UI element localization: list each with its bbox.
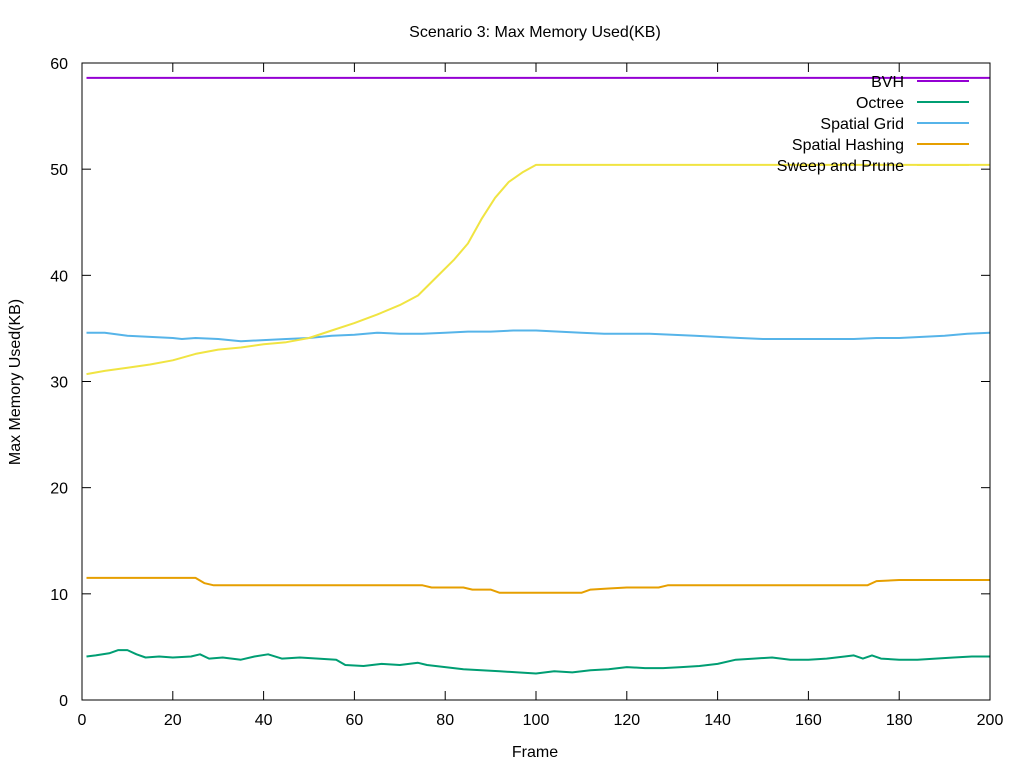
- plot-frame: [81, 62, 991, 701]
- x-tick-label: 40: [255, 712, 273, 729]
- series-line-octree: [86, 649, 990, 675]
- legend-label-sweep-and-prune: Sweep and Prune: [777, 158, 904, 175]
- x-tick-label: 100: [523, 712, 550, 729]
- y-tick-label: 40: [50, 268, 68, 285]
- y-tick-label: 50: [50, 162, 68, 179]
- x-tick-label: 120: [613, 712, 640, 729]
- legend-label-bvh: BVH: [871, 74, 904, 91]
- axes: 0 20 40 60 80 100 120 140 160 180 200 0 10 20 30 40 50 60: [50, 56, 1003, 729]
- series-layer: [86, 76, 991, 675]
- x-tick-label: 140: [704, 712, 731, 729]
- legend-label-spatial-hashing: Spatial Hashing: [792, 137, 904, 154]
- y-axis-label: Max Memory Used(KB): [7, 299, 24, 465]
- x-tick-label: 80: [436, 712, 454, 729]
- series-line-spatial-grid: [86, 329, 991, 343]
- x-tick-label: 0: [78, 712, 87, 729]
- x-tick-label: 60: [346, 712, 364, 729]
- legend-label-octree: Octree: [856, 95, 904, 112]
- x-tick-label: 20: [164, 712, 182, 729]
- legend-label-spatial-grid: Spatial Grid: [820, 116, 904, 133]
- x-tick-label: 160: [795, 712, 822, 729]
- y-tick-label: 20: [50, 481, 68, 498]
- y-tick-label: 30: [50, 375, 68, 392]
- x-tick-label: 200: [977, 712, 1004, 729]
- y-tick-label: 0: [59, 693, 68, 710]
- x-axis-label: Frame: [512, 744, 558, 761]
- y-tick-label: 60: [50, 56, 68, 73]
- legend: BVH Octree Spatial Grid Spatial Hashing Swee…: [777, 74, 969, 175]
- chart-title: Scenario 3: Max Memory Used(KB): [409, 24, 661, 41]
- x-tick-label: 180: [886, 712, 913, 729]
- y-tick-label: 10: [50, 587, 68, 604]
- series-line-spatial-hashing: [86, 576, 990, 594]
- series-line-sweep-and-prune: [86, 163, 990, 376]
